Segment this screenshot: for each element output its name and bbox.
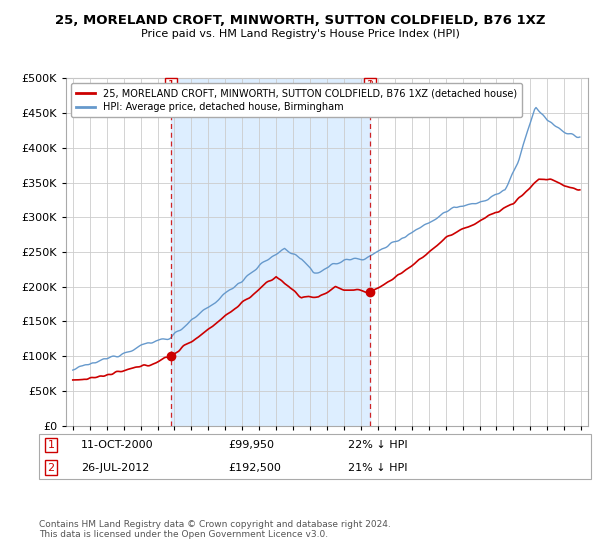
Text: 26-JUL-2012: 26-JUL-2012: [81, 463, 149, 473]
Text: 22% ↓ HPI: 22% ↓ HPI: [348, 440, 407, 450]
Text: 21% ↓ HPI: 21% ↓ HPI: [348, 463, 407, 473]
Text: 1: 1: [47, 440, 55, 450]
Text: £99,950: £99,950: [228, 440, 274, 450]
Text: 25, MORELAND CROFT, MINWORTH, SUTTON COLDFIELD, B76 1XZ: 25, MORELAND CROFT, MINWORTH, SUTTON COL…: [55, 14, 545, 27]
Text: 2: 2: [47, 463, 55, 473]
Text: 1: 1: [47, 440, 55, 450]
Text: £192,500: £192,500: [228, 463, 281, 473]
Text: 21% ↓ HPI: 21% ↓ HPI: [348, 463, 407, 473]
Bar: [171, 78, 370, 426]
Legend: 25, MORELAND CROFT, MINWORTH, SUTTON COLDFIELD, B76 1XZ (detached house), HPI: A: 25, MORELAND CROFT, MINWORTH, SUTTON COL…: [71, 83, 522, 117]
Text: £192,500: £192,500: [228, 463, 281, 473]
Text: Price paid vs. HM Land Registry's House Price Index (HPI): Price paid vs. HM Land Registry's House …: [140, 29, 460, 39]
Text: £99,950: £99,950: [228, 440, 274, 450]
Text: 11-OCT-2000: 11-OCT-2000: [81, 440, 154, 450]
Text: Contains HM Land Registry data © Crown copyright and database right 2024.
This d: Contains HM Land Registry data © Crown c…: [39, 520, 391, 539]
Text: 2: 2: [47, 463, 55, 473]
Text: 2: 2: [367, 81, 374, 91]
Text: 11-OCT-2000: 11-OCT-2000: [81, 440, 154, 450]
Text: 22% ↓ HPI: 22% ↓ HPI: [348, 440, 407, 450]
Text: 26-JUL-2012: 26-JUL-2012: [81, 463, 149, 473]
Text: 1: 1: [167, 81, 175, 91]
